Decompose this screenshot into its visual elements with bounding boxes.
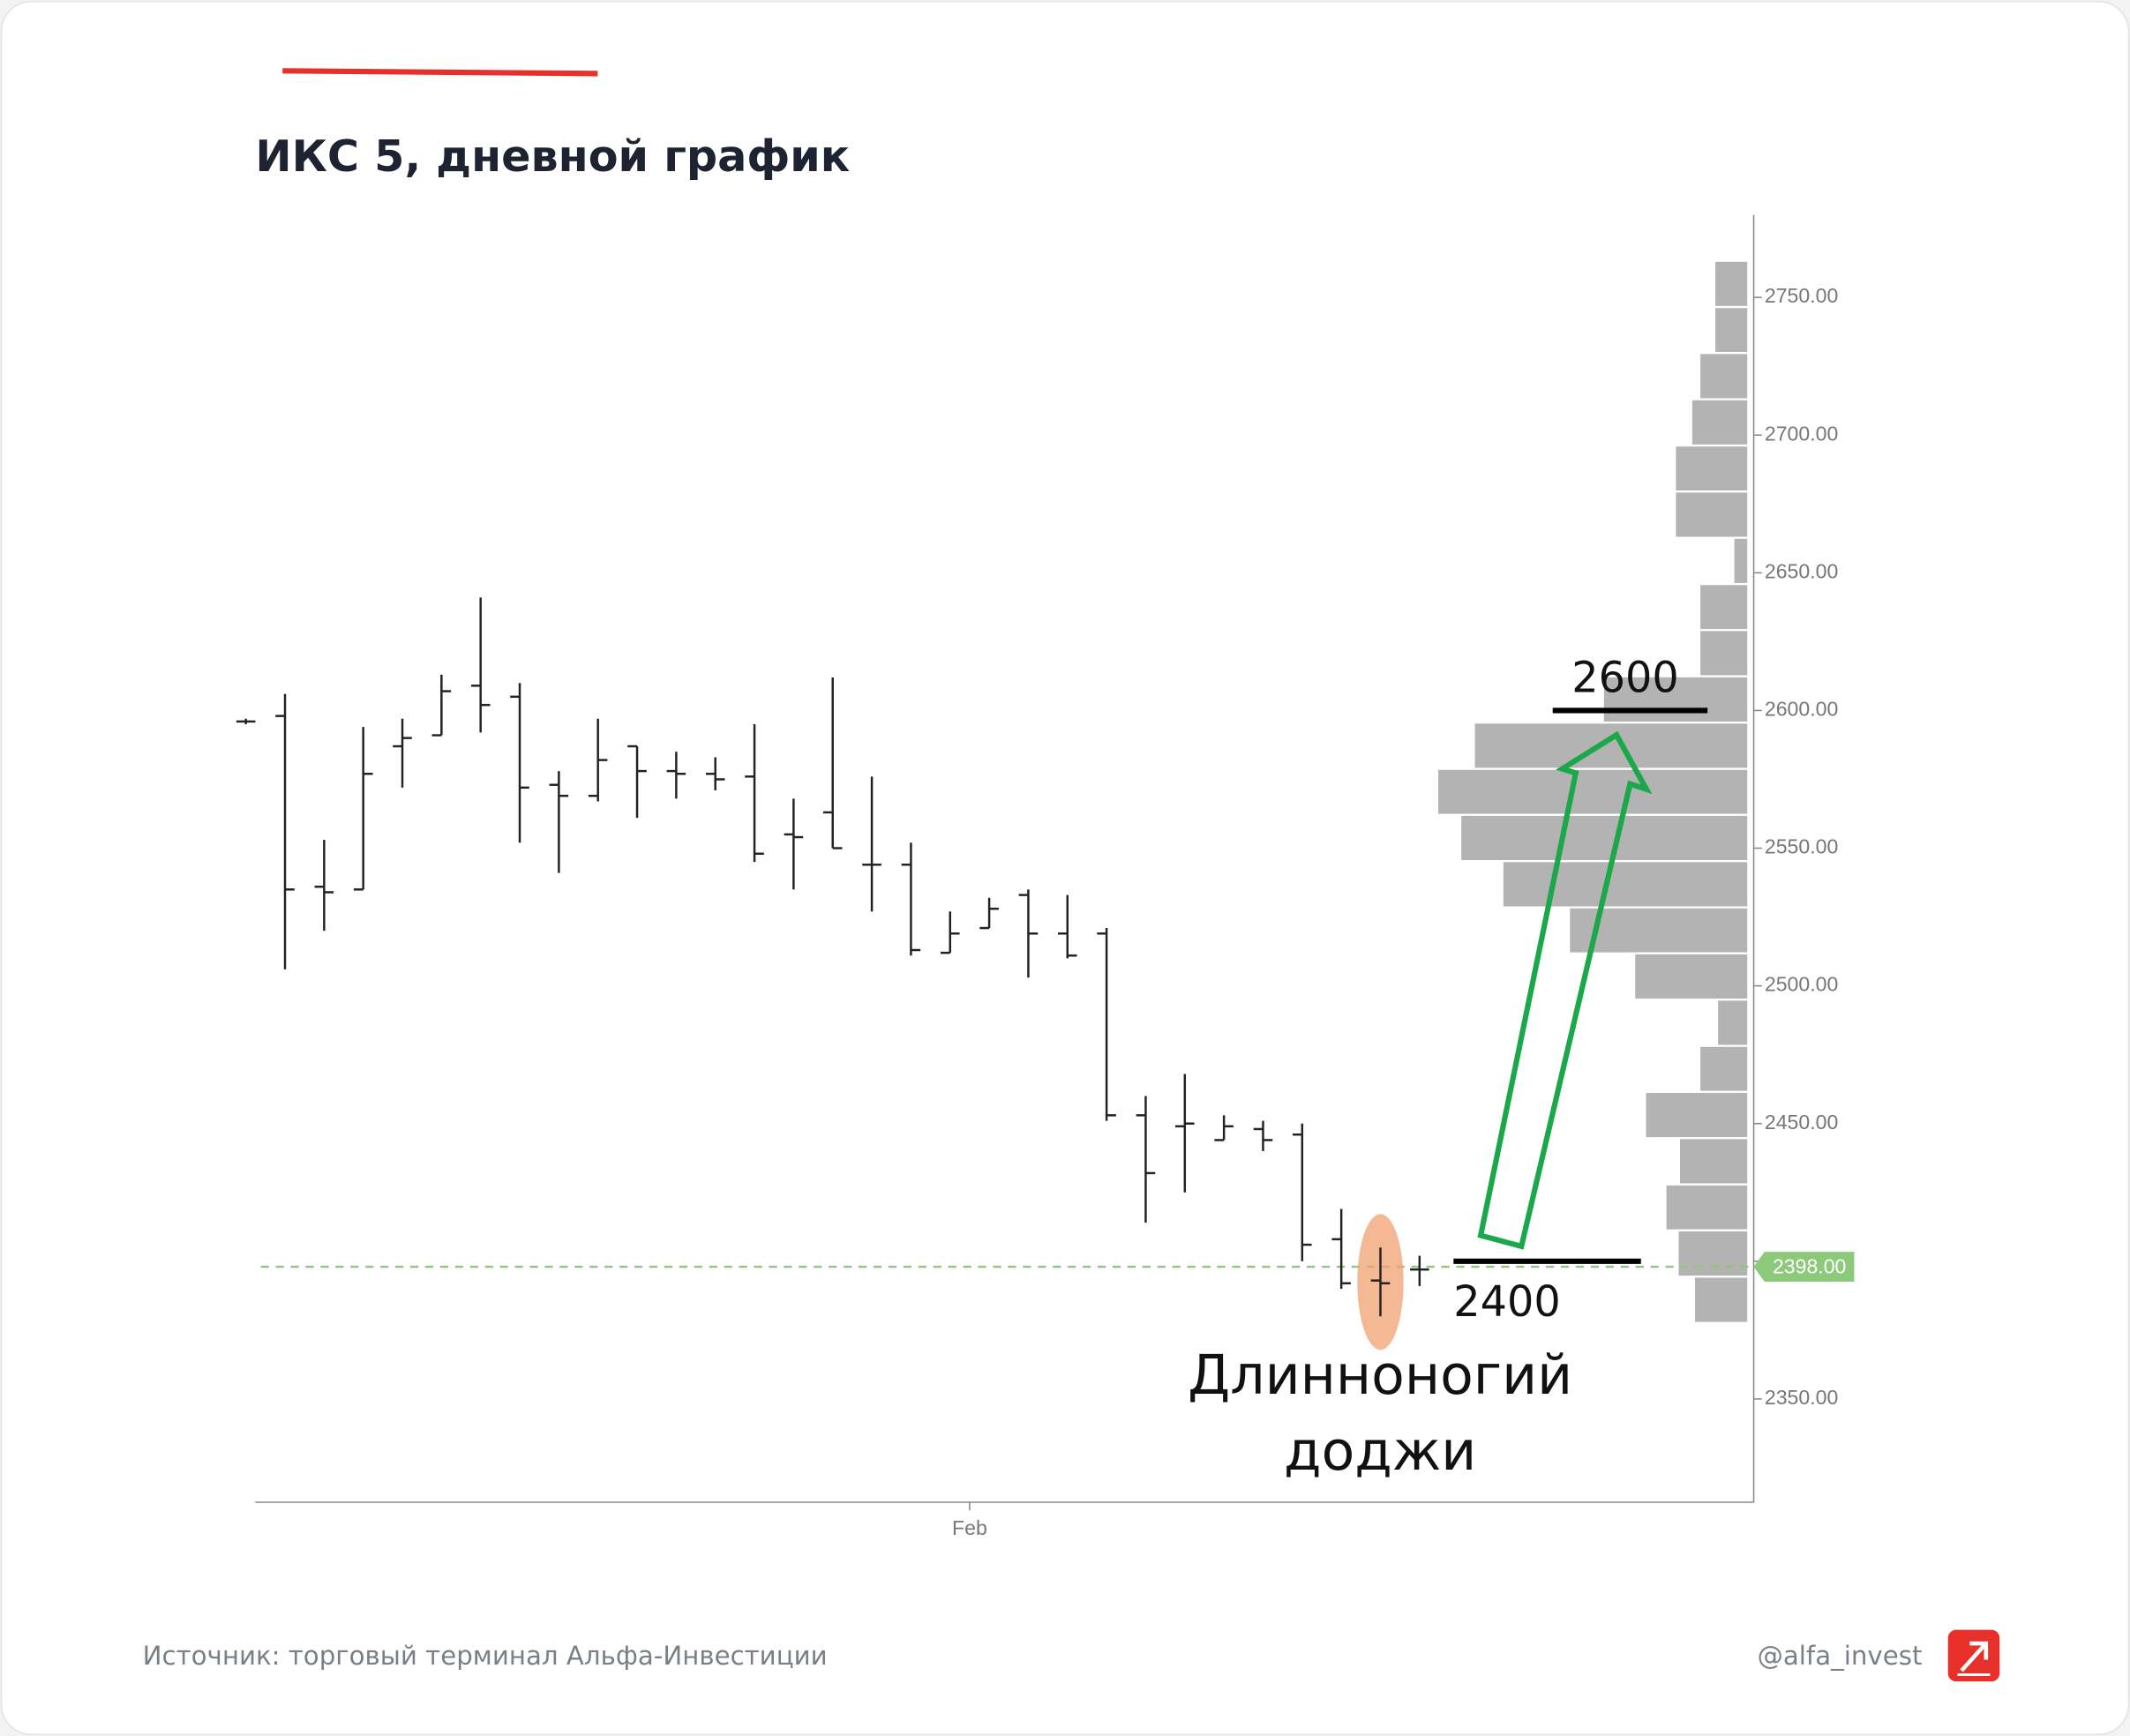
volume-bar <box>1501 860 1750 909</box>
volume-bar <box>1601 675 1750 724</box>
volume-bar <box>1664 1183 1750 1231</box>
source-text: Источник: торговый терминал Альфа-Инвест… <box>143 1641 828 1671</box>
x-tick-label: Feb <box>952 1516 987 1539</box>
volume-bar <box>1459 813 1750 863</box>
volume-bar <box>1644 1090 1750 1140</box>
level-label: 2400 <box>1453 1278 1560 1327</box>
logo <box>1947 1629 2000 1682</box>
volume-bar <box>1677 1137 1750 1186</box>
level-label: 2600 <box>1571 655 1678 703</box>
handle-text: @alfa_invest <box>1758 1641 1923 1671</box>
y-tick-label: 2650.00 <box>1765 559 1838 582</box>
volume-bar <box>1698 629 1750 677</box>
trend-arrow <box>1477 730 1653 1250</box>
volume-bar <box>1674 444 1750 493</box>
y-tick-label: 2700.00 <box>1765 422 1838 445</box>
volume-bar <box>1676 1229 1750 1278</box>
volume-bar <box>1713 305 1750 355</box>
logo-arrow <box>1960 1641 1989 1672</box>
volume-bar <box>1698 352 1750 400</box>
y-tick-label: 2450.00 <box>1765 1111 1838 1134</box>
chart-title: ИКС 5, дневной график <box>255 131 850 182</box>
volume-bar <box>1436 767 1750 816</box>
annotation-text: доджи <box>1284 1419 1476 1483</box>
volume-bar <box>1692 1276 1750 1324</box>
volume-bar <box>1715 999 1750 1047</box>
plot: 2350.002400.002450.002500.002550.002600.… <box>236 259 1855 1539</box>
y-tick-label: 2350.00 <box>1765 1386 1838 1409</box>
volume-bar <box>1473 722 1750 770</box>
last-price-label: 2398.00 <box>1773 1255 1846 1278</box>
volume-bar <box>1698 582 1750 632</box>
last-price-badge <box>1753 1252 1855 1282</box>
volume-bar <box>1632 952 1750 1001</box>
annotation-text: Длинноногий <box>1188 1343 1572 1407</box>
volume-bar <box>1713 259 1750 309</box>
volume-bar <box>1698 1044 1750 1093</box>
y-tick-label: 2750.00 <box>1765 284 1838 307</box>
volume-bar <box>1732 536 1750 586</box>
volume-bar <box>1690 398 1750 447</box>
y-tick-label: 2500.00 <box>1765 973 1838 996</box>
y-tick-label: 2600.00 <box>1765 698 1838 721</box>
volume-bar <box>1674 490 1750 539</box>
y-tick-label: 2550.00 <box>1765 835 1838 858</box>
accent-line <box>282 68 598 77</box>
